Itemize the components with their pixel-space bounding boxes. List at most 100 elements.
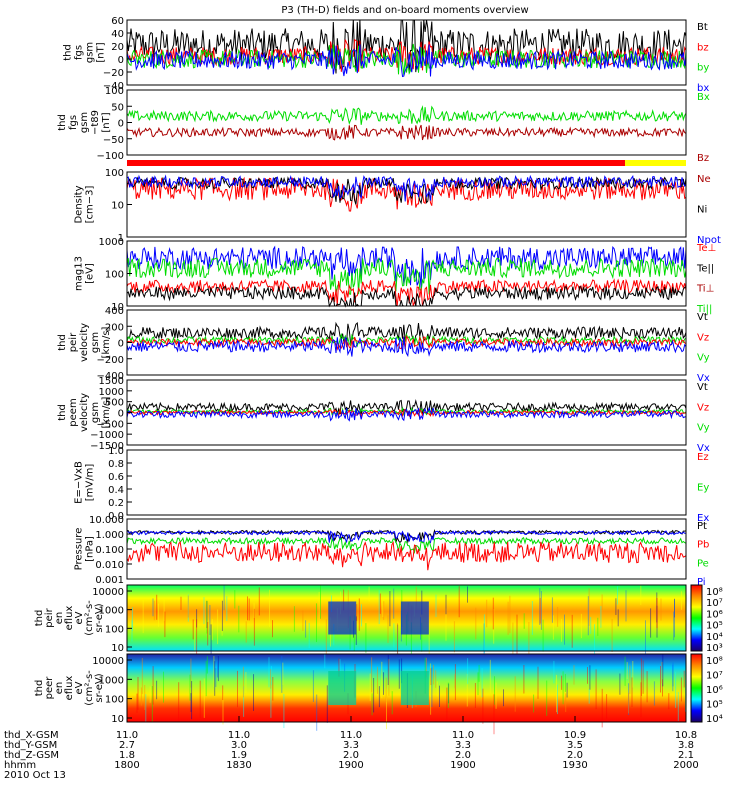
spectrogram-streak xyxy=(339,659,341,677)
colorbar-tick-label: 10⁴ xyxy=(706,632,723,643)
spectrogram-streak xyxy=(601,594,603,611)
spectrogram-streak xyxy=(430,682,432,715)
spectrogram-streak xyxy=(221,600,223,631)
xaxis-row-label: thd_Y-GSM xyxy=(4,740,57,751)
ytick-label: 1000 xyxy=(99,387,124,398)
ytick-label: 0.6 xyxy=(108,472,124,483)
spectrogram-streak xyxy=(662,654,664,687)
ylabel-line: Pressure xyxy=(74,528,85,571)
spectrogram-streak xyxy=(454,664,456,701)
panels: 6040200−20−40thdfgsgsm[nT]Btbzbybx100500… xyxy=(57,16,721,588)
spectrogram-streak xyxy=(293,606,295,632)
ytick-label: 400 xyxy=(105,306,124,317)
ylabel: Pressure[nPa] xyxy=(74,528,96,571)
spectrogram-streak xyxy=(391,691,393,715)
ytick-label: 200 xyxy=(105,322,124,333)
spectrogram-streak xyxy=(660,598,662,621)
ytick-label: 100 xyxy=(105,624,124,635)
spectrogram-streak xyxy=(483,623,485,661)
panel-pressure: 10.0001.0000.1000.0100.001Pressure[nPa]P… xyxy=(74,515,710,588)
spectrogram-streak xyxy=(371,657,373,693)
spectrogram-streak xyxy=(361,604,362,627)
spectrogram-streak xyxy=(580,613,582,639)
spectrogram-streak xyxy=(672,662,674,687)
spectrogram-streak xyxy=(222,689,224,725)
colorbar-tick-label: 10⁸ xyxy=(706,656,723,667)
ytick-label: 60 xyxy=(111,16,124,27)
spectrogram-streak xyxy=(551,597,553,623)
spectrogram-streak xyxy=(675,671,677,708)
spectrogram-streak xyxy=(316,603,317,643)
spectrogram-streak xyxy=(640,658,642,696)
spectrogram-streak xyxy=(196,609,198,628)
spectrogram-streak xyxy=(308,622,310,649)
spectrogram-streak xyxy=(564,673,566,692)
ytick-label: 0.100 xyxy=(95,545,124,556)
spectrogram-streak xyxy=(677,691,679,721)
spectrogram-streak xyxy=(242,666,244,698)
spectrogram-streak xyxy=(421,622,423,652)
spectrogram-streak xyxy=(272,677,274,701)
spectrogram-streak xyxy=(523,665,525,694)
spectrogram-streak xyxy=(588,688,590,704)
spectrogram-streak xyxy=(672,664,674,692)
xaxis-value: 1800 xyxy=(114,760,139,771)
spectrogram-streak xyxy=(206,656,208,674)
spectrogram-streak xyxy=(382,596,384,618)
xaxis-value: 2000 xyxy=(673,760,698,771)
ylabel: Density[cm−3] xyxy=(74,185,96,223)
ylabel-line: peer xyxy=(44,676,55,700)
spectrogram-streak xyxy=(474,682,476,708)
ylabel: thdpeirvelocitygsm[km/s] xyxy=(57,323,112,362)
spectrogram-streak xyxy=(642,660,644,694)
ytick-label: −1500 xyxy=(90,441,124,452)
colorbar-tick-label: 10⁴ xyxy=(706,714,723,725)
legend-Bx: Bx xyxy=(697,92,710,103)
xaxis-value: 2.0 xyxy=(455,750,471,761)
ytick-label: 10 xyxy=(111,643,124,654)
spectrogram-streak xyxy=(556,674,557,713)
spectrogram-streak xyxy=(628,692,629,714)
panel-frame xyxy=(126,19,687,86)
spectrogram-streak xyxy=(326,685,328,723)
spectrogram-streak xyxy=(566,682,568,698)
spectrogram-streak xyxy=(136,693,138,714)
spectrogram-streak xyxy=(368,586,370,602)
status-bar xyxy=(127,160,686,166)
spectrogram-streak xyxy=(217,609,219,645)
ylabel-line: [eV] xyxy=(85,263,96,284)
ytick-label: 0.4 xyxy=(108,485,124,496)
ytick-label: 100 xyxy=(105,168,124,179)
spectrogram-streak xyxy=(542,619,544,652)
spectrogram-streak xyxy=(557,606,559,627)
spectrogram-streak xyxy=(190,693,192,712)
ytick-label: 1 xyxy=(118,233,124,244)
ylabel: thdpeerenefluxeV(cm²-s-sr-eV) xyxy=(34,670,105,706)
spectrogram-streak xyxy=(203,597,205,625)
xaxis-value: 11.0 xyxy=(340,730,362,741)
spectrogram-streak xyxy=(270,681,272,718)
spectrogram-streak xyxy=(683,670,685,688)
spectrogram-streak xyxy=(131,620,133,642)
spectrogram-streak xyxy=(152,598,154,617)
colorbar-tick-label: 10⁵ xyxy=(706,621,723,632)
ylabel-line: [km/s] xyxy=(101,396,112,428)
spectrogram-streak xyxy=(539,597,541,624)
spectrogram-streak xyxy=(324,654,326,669)
ylabel: E=−VxB[mV/m] xyxy=(74,461,96,504)
spectrogram-streak xyxy=(435,594,437,618)
ytick-label: 10.000 xyxy=(89,515,124,526)
spectrogram-streak xyxy=(217,656,219,682)
spectrogram-streak xyxy=(268,657,270,688)
ylabel: mag13[eV] xyxy=(74,256,96,291)
spectrogram-streak xyxy=(674,598,675,618)
ylabel-line: thd xyxy=(57,334,68,351)
spectrogram-streak xyxy=(207,622,209,646)
ylabel-line: sr-eV) xyxy=(94,603,105,632)
legend-Vt: Vt xyxy=(697,382,708,393)
ytick-label: 40 xyxy=(111,29,124,40)
spectrogram-streak xyxy=(646,671,648,703)
spectrogram-streak xyxy=(489,659,491,694)
legend-Ni: Ni xyxy=(697,205,707,216)
xaxis-value: 1830 xyxy=(226,760,251,771)
